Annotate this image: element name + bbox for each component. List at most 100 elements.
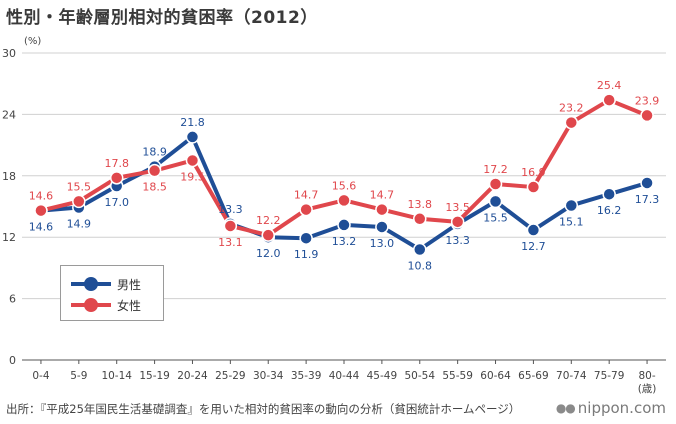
legend-label-male: 男性 [117,277,142,292]
chart-title: 性別・年齢層別相対的貧困率（2012） [6,8,318,28]
legend-swatch-male [71,274,111,294]
data-label-female: 13.5 [445,201,470,214]
data-label-female: 15.6 [332,179,357,192]
chart-legend: 男性 女性 [60,265,164,321]
y-tick-label: 12 [2,231,16,244]
data-label-male: 18.9 [142,146,167,159]
x-tick-label: 10-14 [101,370,132,382]
brand-dots-icon: ●● [555,401,576,415]
brand-name: nippon.com [577,399,666,417]
data-label-male: 13.3 [218,203,243,216]
data-point-female [526,180,541,194]
y-tick-label: 0 [9,354,16,367]
data-label-female: 19.5 [180,170,205,183]
data-label-male: 14.9 [67,218,92,231]
data-label-female: 14.7 [294,189,319,202]
x-tick-label: 50-54 [405,370,436,382]
data-point-female [299,202,313,217]
x-tick-label: 45-49 [367,370,398,382]
source-note: 出所：『平成25年国民生活基礎調査』を用いた相対的貧困率の動向の分析（貧困統計ホ… [6,402,521,416]
data-label-male: 15.1 [559,215,584,228]
data-label-female: 16.9 [521,166,546,179]
data-label-male: 17.3 [635,193,660,206]
data-point-female [450,215,465,229]
data-label-female: 15.5 [67,180,92,193]
data-point-female [261,228,275,242]
y-axis-unit-label: (%) [24,36,41,47]
data-point-female [185,153,200,168]
data-label-female: 23.9 [635,94,660,107]
data-label-female: 17.2 [483,163,508,176]
data-point-female [602,93,616,107]
data-point-female [640,108,654,123]
data-label-male: 13.3 [445,234,470,247]
data-point-female [72,194,86,209]
x-tick-label: 40-44 [329,370,360,382]
data-point-female [375,202,389,217]
brand-logo[interactable]: ●● nippon.com [556,399,666,417]
data-label-male: 16.2 [597,204,622,217]
data-label-male: 17.0 [104,196,129,209]
x-tick-label: 75-79 [594,370,625,382]
data-label-female: 13.8 [408,198,433,211]
data-point-male [299,231,313,245]
x-tick-label: 55-59 [442,370,473,382]
data-point-female [147,163,162,178]
data-point-male [564,198,579,213]
x-tick-label: 20-24 [177,370,208,382]
x-tick-label: 65-69 [518,370,549,382]
legend-swatch-female [71,295,111,315]
data-label-female: 23.2 [559,102,584,115]
data-label-male: 11.9 [294,248,319,261]
y-tick-label: 18 [2,170,16,183]
data-label-female: 17.8 [104,157,129,170]
data-point-male [185,130,200,144]
data-point-male [602,187,616,201]
data-label-female: 25.4 [597,79,622,92]
data-label-male: 12.7 [521,240,546,253]
data-point-male [337,218,351,232]
x-tick-label: 60-64 [480,370,511,382]
x-tick-label: 70-74 [556,370,587,382]
data-label-male: 10.8 [408,259,433,272]
data-point-female [413,212,427,226]
y-tick-label: 30 [2,47,16,60]
data-point-male [375,220,389,234]
data-label-male: 13.2 [332,235,357,248]
data-label-female: 13.1 [218,236,243,249]
y-tick-label: 24 [2,108,16,121]
x-tick-label: 15-19 [139,370,170,382]
data-point-male [488,194,503,209]
x-tick-label: 5-9 [70,370,87,382]
data-point-male [413,242,427,257]
x-tick-label: 0-4 [32,370,49,382]
data-label-male: 21.8 [180,116,205,129]
legend-item-female: 女性 [71,295,141,315]
legend-dot-female [84,298,98,312]
series-line-male [40,134,648,252]
x-tick-label: 30-34 [253,370,284,382]
y-tick-label: 6 [9,293,16,306]
data-label-male: 13.0 [370,237,395,250]
data-point-female [223,219,238,233]
legend-item-male: 男性 [71,274,141,294]
data-label-male: 14.6 [29,221,54,234]
x-tick-label: 25-29 [215,370,246,382]
legend-label-female: 女性 [117,298,142,313]
data-point-female [34,203,48,218]
data-point-male [526,223,541,237]
data-point-female [488,177,503,191]
legend-dot-male [84,277,98,291]
data-point-female [109,171,124,185]
data-point-male [640,176,654,190]
data-label-male: 15.5 [483,211,508,224]
data-label-female: 12.2 [256,214,281,227]
x-tick-label: 80- [638,370,655,382]
data-label-female: 14.6 [29,190,54,203]
data-label-male: 12.0 [256,247,281,260]
data-point-female [564,115,579,130]
x-tick-label: 35-39 [291,370,322,382]
data-label-female: 14.7 [370,189,395,202]
